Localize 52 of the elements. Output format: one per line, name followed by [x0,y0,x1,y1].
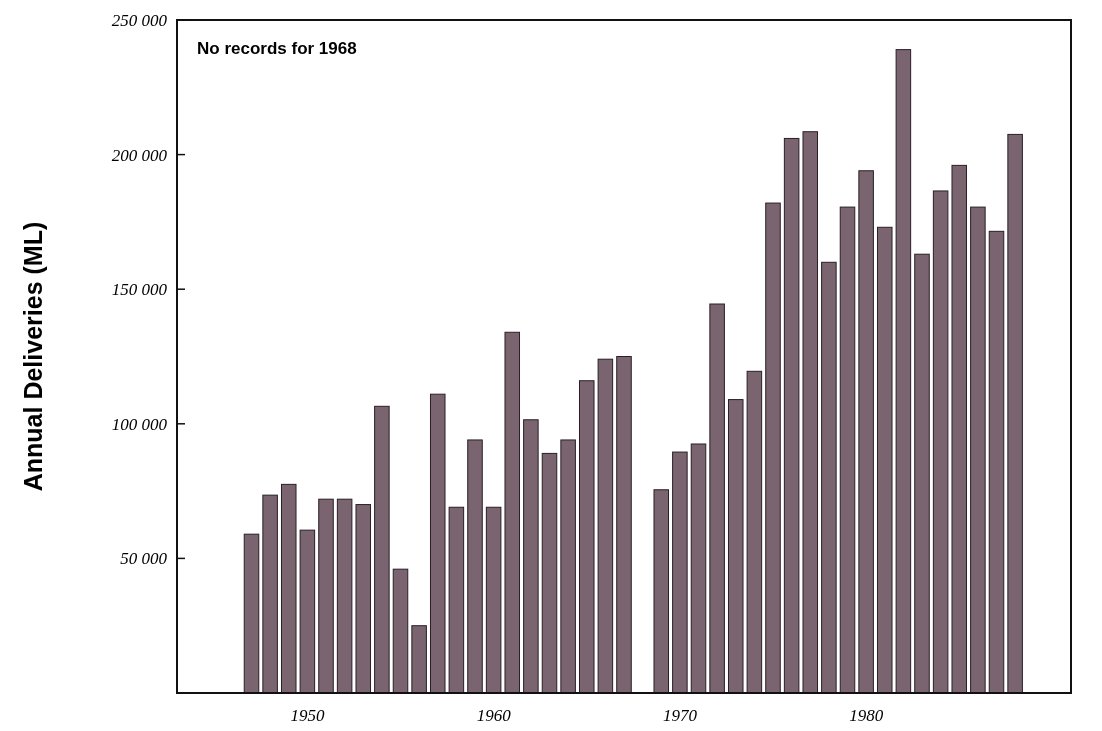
y-tick-label: 100 000 [111,414,168,434]
x-tick-label: 1970 [662,706,698,725]
bar [578,380,595,694]
y-tick-label: 150 000 [111,280,168,300]
bar [690,443,707,694]
bar [951,164,968,694]
bar [467,439,483,694]
bar [355,504,372,694]
y-tick-label: 250 000 [111,10,168,30]
bar [336,498,353,694]
x-tick-label: 1960 [476,706,512,725]
bar [914,253,930,694]
bar [802,131,819,694]
bar [485,506,502,694]
y-axis-title: Annual Deliveries (ML) [19,221,47,492]
bar [299,529,316,694]
bar [318,498,334,694]
bar [858,170,874,694]
bar [932,190,949,694]
bar [374,405,390,694]
x-tick-label: 1980 [849,706,884,725]
y-tick-label: 200 000 [111,145,168,165]
bar [988,230,1005,694]
bar [783,137,800,694]
bar [448,506,465,694]
y-tick-label: 50 000 [120,549,168,569]
bar [523,419,539,694]
bar [727,399,744,694]
x-tick-label: 1950 [290,706,325,725]
bar [597,358,614,694]
bar [280,483,297,694]
bar [746,370,763,694]
bar [262,494,278,694]
bar [429,393,446,694]
bar [653,489,670,694]
bar [1007,133,1023,694]
bar [411,625,427,694]
bar [895,49,912,694]
bar [839,206,856,694]
bar [504,331,521,694]
annotation: No records for 1968 [197,39,357,58]
bar [709,303,725,694]
bar [616,356,632,694]
bar [541,452,558,694]
bar [560,439,576,694]
bar [876,226,893,694]
bar [392,568,409,694]
bar [821,261,837,694]
bar [970,206,986,694]
bar [765,202,781,694]
bar [243,533,260,694]
bar [672,451,688,694]
